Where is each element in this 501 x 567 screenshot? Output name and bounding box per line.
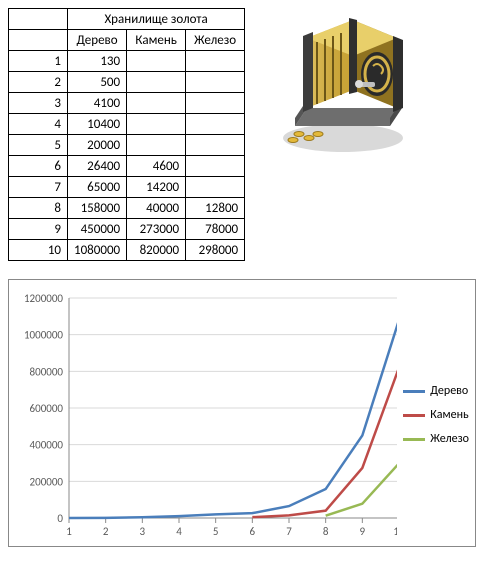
legend-label: Камень [430,408,468,422]
cell-value: 4100 [68,93,127,114]
svg-text:1: 1 [66,525,72,538]
cell-value [127,51,186,72]
cell-value [186,156,245,177]
cell-level: 9 [9,219,68,240]
legend-item: Дерево [403,384,469,398]
cell-level: 8 [9,198,68,219]
cell-value [186,51,245,72]
table-row: 34100 [9,93,245,114]
cell-value: 298000 [186,240,245,261]
cell-value: 10400 [68,114,127,135]
cell-value: 158000 [68,198,127,219]
legend-label: Железо [430,432,469,446]
legend-item: Камень [403,408,469,422]
table-row: 945000027300078000 [9,219,245,240]
svg-text:2: 2 [103,525,109,538]
table-title: Хранилище золота [68,9,245,30]
svg-text:5: 5 [213,525,219,538]
svg-text:0: 0 [57,512,63,525]
cell-value: 14200 [127,177,186,198]
svg-text:6: 6 [250,525,256,538]
cell-level: 5 [9,135,68,156]
cell-value: 78000 [186,219,245,240]
cell-level: 1 [9,51,68,72]
svg-text:200000: 200000 [30,475,64,488]
cell-level: 7 [9,177,68,198]
svg-text:1000000: 1000000 [24,329,63,342]
table-row: 2500 [9,72,245,93]
table-row: 1130 [9,51,245,72]
cell-value [127,93,186,114]
legend-label: Дерево [430,384,468,398]
cell-value: 26400 [68,156,127,177]
table-row: 6264004600 [9,156,245,177]
cell-value: 12800 [186,198,245,219]
svg-text:8: 8 [323,525,329,538]
cell-value: 130 [68,51,127,72]
legend-swatch [403,390,425,393]
col-level [9,30,68,51]
cell-value [186,114,245,135]
table-row: 520000 [9,135,245,156]
cell-level: 4 [9,114,68,135]
svg-text:9: 9 [360,525,366,538]
cell-level: 6 [9,156,68,177]
cell-value [186,93,245,114]
chart-plot: 0 200000 400000 600000 800000 1000000 1200000 1… [15,290,397,540]
col-stone: Камень [127,30,186,51]
table-row: 81580004000012800 [9,198,245,219]
cell-value [186,72,245,93]
cell-value [186,177,245,198]
table-row: 101080000820000298000 [9,240,245,261]
chart-legend: Дерево Камень Железо [397,290,469,540]
empty-corner [9,9,68,30]
cost-line-chart: 0 200000 400000 600000 800000 1000000 1200000 1… [8,279,476,547]
gold-storage-image [265,8,415,158]
table-row: 76500014200 [9,177,245,198]
table-header-row: Дерево Камень Железо [9,30,245,51]
svg-text:3: 3 [140,525,146,538]
svg-text:800000: 800000 [30,365,64,378]
cell-value [127,72,186,93]
gold-storage-table: Хранилище золота Дерево Камень Железо 11… [8,8,245,261]
cell-value [127,114,186,135]
cell-value: 4600 [127,156,186,177]
col-wood: Дерево [68,30,127,51]
cell-value: 1080000 [68,240,127,261]
cell-level: 3 [9,93,68,114]
table-row: 410400 [9,114,245,135]
cell-value [127,135,186,156]
svg-text:1200000: 1200000 [24,292,63,305]
cell-level: 2 [9,72,68,93]
cell-value: 500 [68,72,127,93]
legend-item: Железо [403,432,469,446]
cell-value: 273000 [127,219,186,240]
legend-swatch [403,414,425,417]
legend-swatch [403,438,425,441]
cell-value: 20000 [68,135,127,156]
svg-text:7: 7 [286,525,292,538]
col-iron: Железо [186,30,245,51]
cell-value [186,135,245,156]
cell-value: 65000 [68,177,127,198]
svg-text:4: 4 [176,525,182,538]
cell-value: 450000 [68,219,127,240]
cell-level: 10 [9,240,68,261]
cell-value: 820000 [127,240,186,261]
svg-text:400000: 400000 [30,439,64,452]
cell-value: 40000 [127,198,186,219]
svg-text:600000: 600000 [30,402,64,415]
